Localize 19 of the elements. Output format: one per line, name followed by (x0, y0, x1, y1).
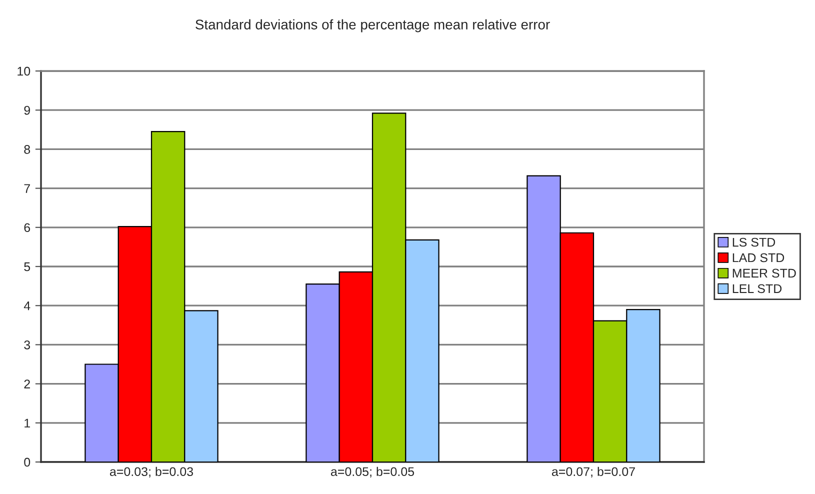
legend-label: MEER STD (732, 268, 796, 278)
x-tick-label: a=0.07; b=0.07 (552, 466, 635, 478)
legend-label: LAD STD (732, 253, 784, 262)
y-tick-label: 2 (24, 380, 30, 388)
legend-label: LEL STD (732, 284, 782, 294)
x-tick-label: a=0.03; b=0.03 (110, 466, 194, 478)
y-tick-label: 6 (24, 223, 30, 232)
y-tick-label: 4 (24, 302, 30, 310)
y-tick-label: 3 (24, 340, 30, 350)
y-tick-label: 7 (24, 184, 30, 193)
legend-label: LS STD (732, 238, 776, 247)
y-tick-label: 9 (24, 106, 30, 115)
y-tick-label: 10 (18, 66, 30, 76)
y-tick-label: 0 (24, 458, 30, 467)
chart-title: Standard deviations of the percentage mean relative error (196, 19, 550, 32)
x-tick-label: a=0.05; b=0.05 (330, 466, 414, 478)
y-tick-label: 8 (24, 145, 30, 154)
y-tick-label: 5 (24, 262, 30, 272)
y-tick-label: 1 (24, 418, 30, 428)
